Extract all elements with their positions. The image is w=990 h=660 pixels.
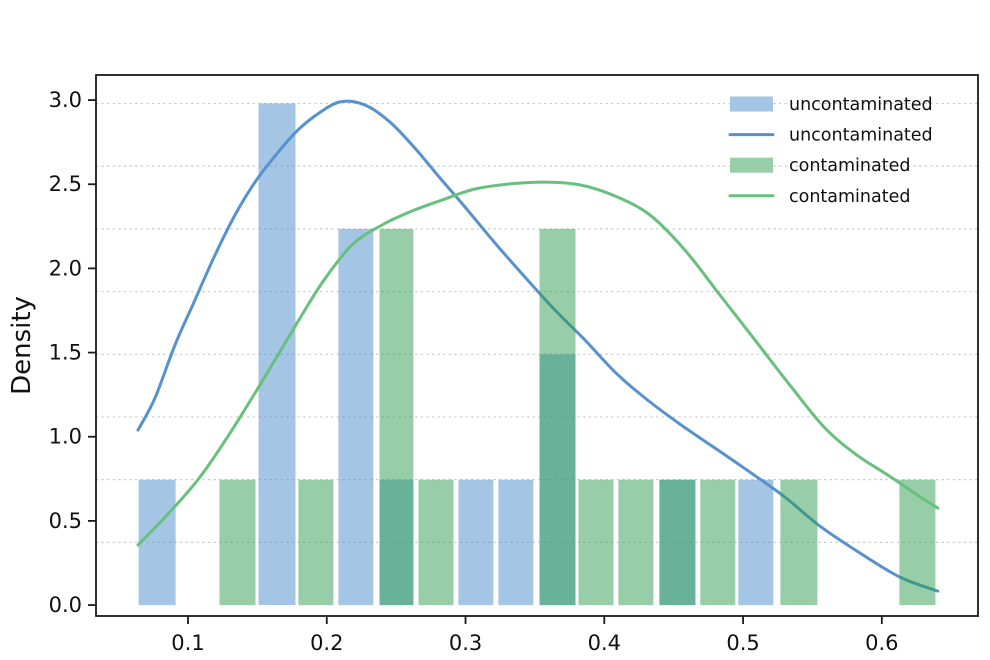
histogram-bar xyxy=(458,479,494,606)
histogram-bar xyxy=(379,228,414,606)
histogram-bar xyxy=(539,228,576,606)
histogram-bar xyxy=(700,479,736,606)
y-tick-label: 2.5 xyxy=(49,172,82,196)
legend-entry-line-contaminated: contaminated xyxy=(728,187,910,207)
kde-line-uncontaminated xyxy=(136,99,940,593)
legend-entry-line-uncontaminated: uncontaminated xyxy=(728,126,933,146)
histogram-bar xyxy=(618,479,654,606)
histogram-bar xyxy=(298,479,334,606)
legend: uncontaminated uncontaminated contaminated… xyxy=(728,95,933,207)
x-tick-label: 0.3 xyxy=(449,631,482,655)
x-tick-label: 0.5 xyxy=(726,631,759,655)
histogram-bar xyxy=(418,479,454,606)
histogram-bar xyxy=(338,228,374,606)
histogram-bar xyxy=(659,479,696,606)
y-tick-label: 3.0 xyxy=(49,88,82,112)
x-axis: 0.1 0.2 0.3 0.4 0.5 0.6 xyxy=(171,616,899,655)
legend-label: contaminated xyxy=(789,187,910,207)
x-tick-label: 0.1 xyxy=(171,631,204,655)
x-tick-label: 0.2 xyxy=(310,631,343,655)
histogram-bar xyxy=(138,479,176,606)
legend-entry-patch-contaminated: contaminated xyxy=(730,156,910,176)
legend-patch-swatch xyxy=(730,157,773,173)
x-tick-label: 0.4 xyxy=(588,631,621,655)
histogram-bar xyxy=(780,479,818,606)
legend-patch-swatch xyxy=(730,96,773,112)
histogram-bar xyxy=(578,479,614,606)
y-tick-label: 1.5 xyxy=(49,341,82,365)
y-axis: 0.0 0.5 1.0 1.5 2.0 2.5 3.0 xyxy=(49,88,96,617)
y-tick-label: 1.0 xyxy=(49,425,82,449)
histogram-bar xyxy=(498,479,534,606)
histogram-bar xyxy=(738,479,774,606)
legend-label: uncontaminated xyxy=(789,126,933,146)
legend-label: contaminated xyxy=(789,156,910,176)
legend-entry-patch-uncontaminated: uncontaminated xyxy=(730,95,933,115)
y-tick-label: 0.5 xyxy=(49,509,82,533)
plot-border xyxy=(95,74,979,617)
kde-line-contaminated xyxy=(136,180,940,547)
legend-label: uncontaminated xyxy=(789,95,933,115)
histogram-contaminated xyxy=(219,228,936,606)
histogram-bar xyxy=(219,479,256,606)
histogram-bar xyxy=(899,479,936,606)
y-tick-label: 0.0 xyxy=(49,593,82,617)
x-tick-label: 0.6 xyxy=(865,631,898,655)
y-tick-label: 2.0 xyxy=(49,256,82,280)
y-axis-label: Density xyxy=(7,296,37,395)
